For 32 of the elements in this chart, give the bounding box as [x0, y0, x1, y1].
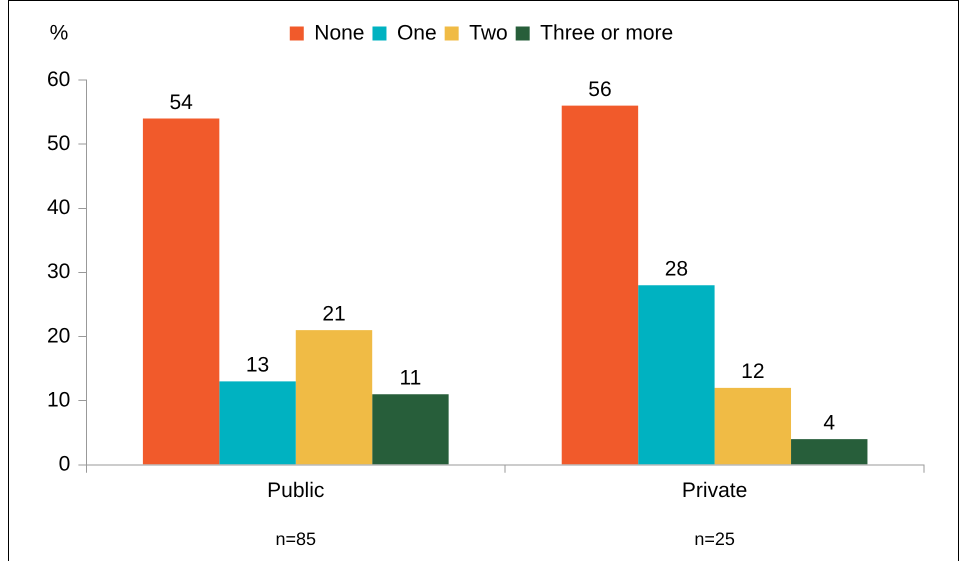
bar	[296, 330, 372, 464]
bar	[791, 439, 868, 464]
y-tick-label: 10	[47, 388, 70, 412]
y-tick-label: 50	[47, 132, 70, 155]
y-tick-label: 60	[47, 68, 70, 91]
y-tick-label: 30	[47, 260, 70, 284]
y-tick-label: 20	[47, 324, 70, 348]
data-label: 56	[588, 78, 612, 101]
bar	[714, 388, 792, 464]
legend-label: One	[396, 21, 437, 44]
bar	[142, 118, 220, 464]
x-tick-label: Public	[267, 479, 324, 502]
legend-label: Three or more	[540, 21, 674, 44]
y-tick-label: 40	[47, 196, 70, 220]
data-label: 54	[169, 90, 194, 114]
y-tick-label: 0	[58, 452, 70, 476]
x-tick-label: Private	[682, 479, 748, 502]
text: n=85	[275, 528, 316, 549]
text: n=25	[694, 528, 735, 549]
bar	[372, 394, 449, 464]
bar	[219, 381, 296, 464]
data-label: 12	[741, 360, 764, 384]
y-axis-title: %	[50, 21, 68, 44]
data-label: 13	[246, 354, 270, 377]
data-label: 4	[823, 411, 836, 434]
data-label: 28	[664, 258, 688, 281]
bar	[562, 106, 638, 464]
legend-label: None	[314, 21, 364, 44]
data-label: 11	[400, 366, 422, 390]
data-label: 21	[322, 302, 346, 326]
legend-label: Two	[469, 21, 508, 44]
bar	[638, 285, 715, 464]
